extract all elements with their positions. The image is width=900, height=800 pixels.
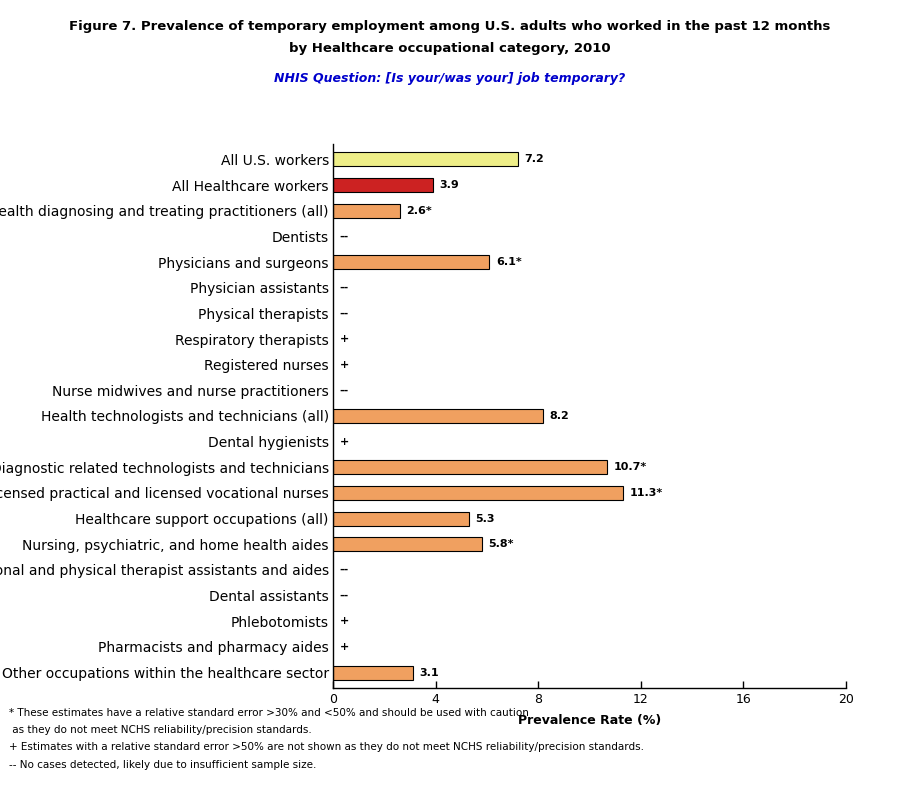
Bar: [333, 538, 482, 551]
Text: +: +: [339, 334, 348, 344]
Text: Figure 7. Prevalence of temporary employment among U.S. adults who worked in the: Figure 7. Prevalence of temporary employ…: [69, 20, 831, 33]
Text: NHIS Question: [Is your/was your] job temporary?: NHIS Question: [Is your/was your] job te…: [274, 72, 626, 85]
Text: * These estimates have a relative standard error >30% and <50% and should be use: * These estimates have a relative standa…: [9, 708, 529, 718]
Text: +: +: [339, 437, 348, 446]
Text: 3.9: 3.9: [439, 180, 459, 190]
Text: + Estimates with a relative standard error >50% are not shown as they do not mee: + Estimates with a relative standard err…: [9, 742, 644, 752]
Text: 5.8*: 5.8*: [488, 539, 514, 550]
Bar: [333, 409, 544, 423]
Text: 6.1*: 6.1*: [496, 257, 522, 267]
Bar: [333, 204, 400, 218]
Text: 2.6*: 2.6*: [406, 206, 432, 216]
Bar: [333, 511, 469, 526]
Text: +: +: [339, 642, 348, 652]
Bar: [333, 255, 490, 269]
Text: --: --: [339, 231, 348, 242]
Text: 7.2: 7.2: [524, 154, 544, 164]
Text: +: +: [339, 360, 348, 370]
Text: --: --: [339, 308, 348, 318]
Text: 5.3: 5.3: [475, 514, 495, 524]
Text: --: --: [339, 590, 348, 601]
Text: --: --: [339, 565, 348, 575]
Text: 10.7*: 10.7*: [614, 462, 647, 472]
Bar: [333, 152, 518, 166]
Bar: [333, 486, 623, 500]
Bar: [333, 460, 608, 474]
Text: 11.3*: 11.3*: [629, 488, 662, 498]
Text: by Healthcare occupational category, 2010: by Healthcare occupational category, 201…: [289, 42, 611, 54]
Text: as they do not meet NCHS reliability/precision standards.: as they do not meet NCHS reliability/pre…: [9, 725, 311, 734]
Text: -- No cases detected, likely due to insufficient sample size.: -- No cases detected, likely due to insu…: [9, 760, 317, 770]
Text: --: --: [339, 282, 348, 293]
Text: 8.2: 8.2: [550, 411, 570, 421]
Bar: [333, 666, 412, 680]
Bar: [333, 178, 433, 192]
Text: --: --: [339, 386, 348, 395]
X-axis label: Prevalence Rate (%): Prevalence Rate (%): [518, 714, 662, 727]
Text: +: +: [339, 616, 348, 626]
Text: 3.1: 3.1: [418, 668, 438, 678]
